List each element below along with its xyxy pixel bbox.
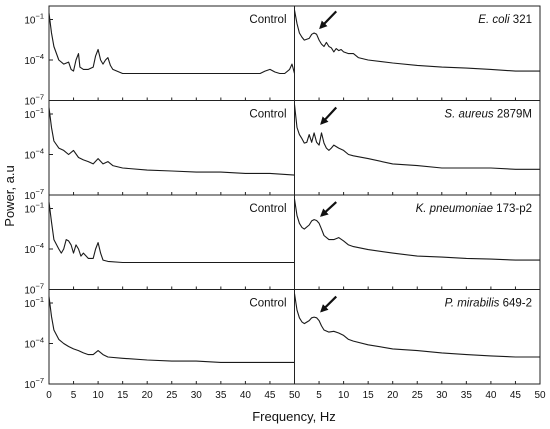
y-tick-label: 10−1 xyxy=(24,12,44,27)
panel-1-1: S. aureus 2879M xyxy=(293,100,541,196)
x-tick-label: 15 xyxy=(117,390,129,401)
strain-id: 173-p2 xyxy=(493,203,532,215)
y-tick-label: 10−4 xyxy=(24,52,44,67)
y-tick-label: 10−7 xyxy=(24,93,44,108)
x-tick-label: 35 xyxy=(215,390,227,401)
spectrum-line xyxy=(48,202,295,264)
y-tick-label: 10−1 xyxy=(24,295,44,310)
peak-arrow xyxy=(320,106,338,125)
panel-label: P. mirabilis 649-2 xyxy=(445,298,532,310)
species-name: K. pneumoniae xyxy=(416,203,493,215)
spectrum-line xyxy=(293,199,540,261)
x-tick-label: 45 xyxy=(510,390,522,401)
panel-3-0: Control xyxy=(48,289,295,385)
x-tick-label: 10 xyxy=(338,390,350,401)
y-tick-label: 10−1 xyxy=(24,106,44,121)
x-tick-label: 50 xyxy=(534,390,546,401)
x-tick-label: 20 xyxy=(142,390,154,401)
y-tick-label: 10−4 xyxy=(24,147,44,162)
species-name: E. coli xyxy=(478,14,510,26)
y-tick-label: 10−7 xyxy=(24,282,44,297)
spectrum-line xyxy=(293,104,540,170)
x-tick-label: 30 xyxy=(191,390,203,401)
x-tick-label: 10 xyxy=(93,390,105,401)
x-tick-label: 15 xyxy=(363,390,375,401)
panel-label: Control xyxy=(249,14,286,26)
x-tick-label: 25 xyxy=(412,390,424,401)
x-tick-label: 45 xyxy=(264,390,276,401)
spectrum-line xyxy=(48,296,295,363)
peak-arrow xyxy=(319,10,338,30)
y-tick-label: 10−4 xyxy=(24,336,44,351)
x-tick-label: 20 xyxy=(387,390,399,401)
panel-1-0: Control xyxy=(48,100,295,196)
x-tick-label: 50 xyxy=(289,390,301,401)
panel-label: Control xyxy=(249,109,286,121)
x-tick-label: 25 xyxy=(166,390,178,401)
x-tick-label: 40 xyxy=(485,390,497,401)
spectrum-line xyxy=(48,13,296,75)
panel-label: S. aureus 2879M xyxy=(444,109,532,121)
y-tick-label: 10−7 xyxy=(24,187,44,202)
strain-id: 2879M xyxy=(494,109,532,121)
panel-2-1: K. pneumoniae 173-p2 xyxy=(293,194,541,290)
x-tick-label: 40 xyxy=(240,390,252,401)
species-name: S. aureus xyxy=(444,109,493,121)
x-tick-label: 30 xyxy=(436,390,448,401)
peak-arrow xyxy=(320,201,337,217)
x-tick-labels: 0 5 10 15 20 25 30 35 40 45 50 5 10 15 20 25 30 35 40 45 50 xyxy=(46,390,546,401)
panel-label: Control xyxy=(249,298,286,310)
y-tick-label: 10−7 xyxy=(24,376,44,391)
x-tick-label: 5 xyxy=(71,390,77,401)
x-tick-label: 5 xyxy=(316,390,322,401)
panel-label: Control xyxy=(249,203,286,215)
spectrum-line xyxy=(48,107,295,176)
x-tick-label: 35 xyxy=(461,390,473,401)
panel-0-1: E. coli 321 xyxy=(293,5,541,101)
panel-0-0: Control xyxy=(48,5,296,101)
strain-id: 321 xyxy=(510,14,532,26)
x-tick-label: 0 xyxy=(46,390,52,401)
peak-arrow xyxy=(320,295,338,313)
panel-3-1: P. mirabilis 649-2 xyxy=(293,289,541,385)
y-tick-labels: 10−110−410−710−110−410−710−110−410−710−1… xyxy=(24,12,44,392)
panel-label: K. pneumoniae 173-p2 xyxy=(416,203,532,215)
species-name: P. mirabilis xyxy=(445,298,500,310)
panel-grid: Control E. coli 321 Control S. aureus 2879M… xyxy=(48,5,541,385)
y-axis-title: Power, a.u xyxy=(2,165,17,226)
panel-label: E. coli 321 xyxy=(478,14,532,26)
y-tick-label: 10−4 xyxy=(24,241,44,256)
spectrum-line xyxy=(293,293,540,358)
y-tick-label: 10−1 xyxy=(24,201,44,216)
panel-2-0: Control xyxy=(48,194,295,290)
x-axis-title: Frequency, Hz xyxy=(252,409,336,424)
strain-id: 649-2 xyxy=(499,298,532,310)
spectrum-line xyxy=(293,9,540,72)
